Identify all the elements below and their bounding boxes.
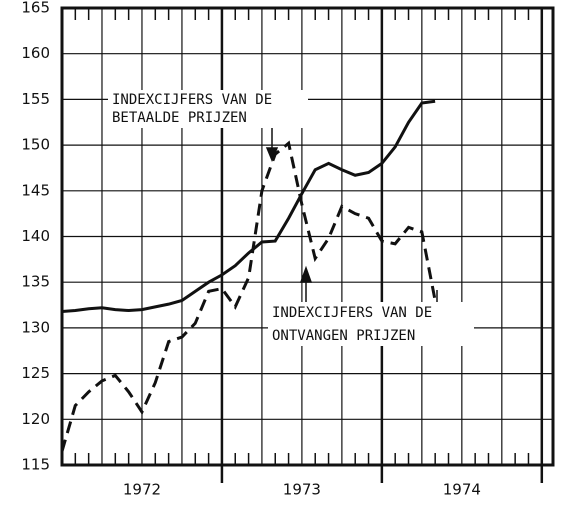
y-tick-label: 120 <box>21 410 50 428</box>
annotation-text: INDEXCIJFERS VAN DE <box>112 92 272 108</box>
y-tick-label: 135 <box>21 273 50 291</box>
y-tick-label: 165 <box>21 0 50 17</box>
annotation-text: BETAALDE PRIJZEN <box>112 110 247 126</box>
annotation-text: ONTVANGEN PRIJZEN <box>272 328 415 344</box>
arrow-head <box>265 147 279 162</box>
arrows <box>265 128 438 302</box>
data-line <box>60 140 437 452</box>
x-tick-label: 1973 <box>283 481 321 499</box>
data-line <box>61 99 436 313</box>
y-tick-label: 145 <box>21 181 50 199</box>
y-tick-label: 160 <box>21 44 50 62</box>
y-tick-label: 130 <box>21 318 50 336</box>
x-tick-label: 1972 <box>123 481 161 499</box>
plot-frame <box>60 6 555 467</box>
y-tick-label: 140 <box>21 227 50 245</box>
arrow-head <box>299 265 313 283</box>
y-tick-label: 115 <box>21 456 50 474</box>
annotation-text: INDEXCIJFERS VAN DE <box>272 305 432 321</box>
x-tick-label: 1974 <box>443 481 481 499</box>
y-tick-label: 125 <box>21 364 50 382</box>
annotation-bg <box>268 302 474 346</box>
annotation-bg <box>108 90 308 128</box>
y-tick-label: 150 <box>21 136 50 154</box>
y-tick-label: 155 <box>21 90 50 108</box>
